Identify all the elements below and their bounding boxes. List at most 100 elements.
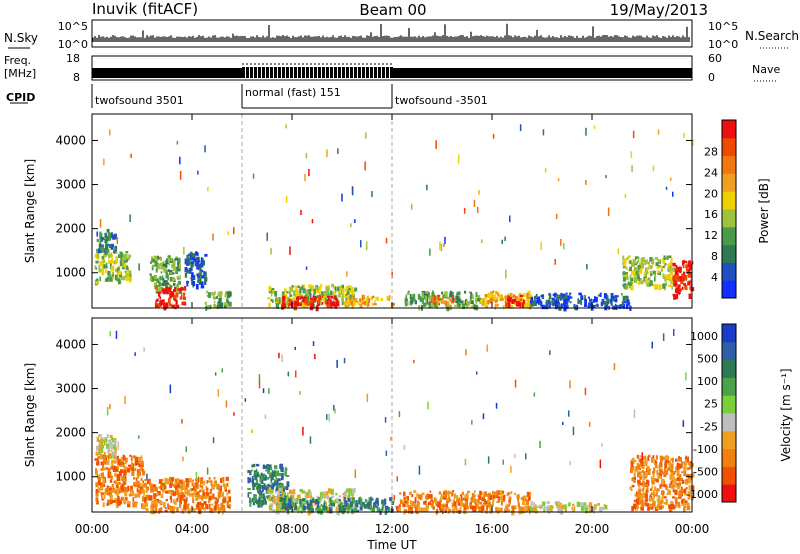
power-cell bbox=[118, 254, 122, 258]
velocity-scatter-cell bbox=[244, 398, 247, 402]
velocity-cell bbox=[176, 478, 180, 484]
velocity-cell bbox=[329, 500, 333, 504]
velocity-cell bbox=[641, 488, 645, 492]
power-cell bbox=[125, 265, 129, 270]
velocity-cell bbox=[215, 503, 217, 507]
power-cell bbox=[215, 296, 218, 299]
velocity-cell bbox=[680, 499, 684, 504]
power-scatter-cell bbox=[308, 168, 310, 177]
power-cell bbox=[481, 298, 484, 304]
velocity-cell bbox=[659, 503, 662, 509]
velocity-cell bbox=[650, 488, 653, 491]
velocity-cell bbox=[573, 506, 576, 512]
velocity-cell bbox=[509, 502, 511, 505]
power-cell bbox=[622, 265, 627, 269]
power-scatter-cell bbox=[365, 132, 367, 139]
velocity-cell bbox=[249, 470, 252, 476]
velocity-cell bbox=[282, 488, 285, 492]
power-cell bbox=[556, 303, 560, 307]
velocity-cell bbox=[498, 496, 501, 501]
power-cell bbox=[449, 291, 453, 297]
velocity-cell bbox=[97, 452, 101, 456]
velocity-cell bbox=[214, 497, 217, 501]
velocity-cell bbox=[152, 499, 156, 506]
power-cell bbox=[198, 277, 202, 284]
velocity-cell bbox=[283, 500, 286, 505]
velocity-cell bbox=[271, 485, 274, 490]
velocity-cell bbox=[679, 477, 684, 481]
power-cell bbox=[168, 291, 171, 295]
velocity-cell bbox=[96, 500, 99, 505]
power-cell bbox=[172, 277, 176, 281]
velocity-cell bbox=[646, 503, 650, 507]
velocity-cell bbox=[257, 501, 260, 504]
velocity-cell bbox=[139, 482, 142, 488]
velocity-cell bbox=[279, 509, 282, 513]
velocity-cell bbox=[204, 492, 207, 495]
velocity-cell bbox=[135, 477, 138, 481]
velocity-scatter-cell bbox=[268, 388, 270, 394]
velocity-cell bbox=[263, 484, 266, 490]
velocity-cell bbox=[467, 490, 470, 493]
power-cell bbox=[198, 272, 202, 277]
velocity-cell bbox=[98, 443, 102, 450]
velocity-cell bbox=[443, 495, 447, 500]
power-cell bbox=[445, 300, 447, 306]
power-colorbar-tick: 12 bbox=[704, 229, 718, 242]
velocity-cell bbox=[262, 464, 265, 469]
velocity-cell bbox=[140, 462, 144, 466]
velocity-cell bbox=[194, 491, 197, 494]
velocity-cell bbox=[634, 459, 637, 463]
velocity-cell bbox=[576, 501, 581, 507]
power-cell bbox=[442, 300, 446, 304]
velocity-cell bbox=[109, 435, 113, 439]
power-cell bbox=[115, 251, 118, 254]
velocity-cell bbox=[677, 463, 681, 469]
time-tick-label: 20:00 bbox=[575, 522, 610, 536]
power-cell bbox=[626, 256, 629, 261]
power-cell bbox=[331, 283, 335, 288]
power-cell bbox=[329, 290, 333, 295]
velocity-cell bbox=[211, 503, 214, 506]
velocity-cell bbox=[171, 507, 174, 514]
power-cell bbox=[103, 264, 107, 269]
velocity-cell bbox=[373, 502, 375, 509]
velocity-cell bbox=[292, 498, 296, 503]
power-cell bbox=[94, 265, 97, 270]
velocity-cell bbox=[122, 463, 125, 468]
power-cell bbox=[276, 303, 279, 309]
velocity-cell bbox=[557, 507, 561, 514]
velocity-scatter-cell bbox=[385, 450, 388, 456]
power-cell bbox=[683, 283, 686, 286]
power-cell bbox=[405, 294, 408, 299]
power-cell bbox=[177, 261, 180, 266]
power-cell bbox=[162, 288, 165, 295]
power-cell bbox=[648, 277, 651, 282]
power-cell bbox=[275, 300, 280, 306]
velocity-cell bbox=[142, 480, 144, 484]
velocity-colorbar-swatch bbox=[722, 341, 736, 361]
velocity-cell bbox=[153, 503, 158, 508]
power-cell bbox=[214, 291, 216, 295]
power-cell bbox=[119, 251, 122, 255]
velocity-cell bbox=[304, 494, 307, 501]
freq-bar-tick bbox=[266, 67, 269, 78]
velocity-cell bbox=[479, 490, 482, 496]
velocity-cell bbox=[294, 505, 298, 511]
power-cell bbox=[325, 297, 327, 304]
power-cell bbox=[318, 299, 322, 306]
nave-tick-top: 60 bbox=[708, 52, 722, 65]
velocity-cell bbox=[260, 494, 264, 500]
velocity-cell bbox=[502, 496, 505, 502]
velocity-cell bbox=[685, 482, 689, 485]
power-cell bbox=[438, 297, 442, 302]
power-cell bbox=[182, 296, 187, 301]
power-cell bbox=[684, 260, 687, 264]
velocity-cell bbox=[344, 506, 348, 510]
power-cell bbox=[526, 301, 530, 308]
velocity-cell bbox=[453, 501, 457, 507]
velocity-cell bbox=[114, 472, 117, 477]
power-cell bbox=[522, 293, 526, 298]
velocity-cell bbox=[173, 506, 176, 509]
